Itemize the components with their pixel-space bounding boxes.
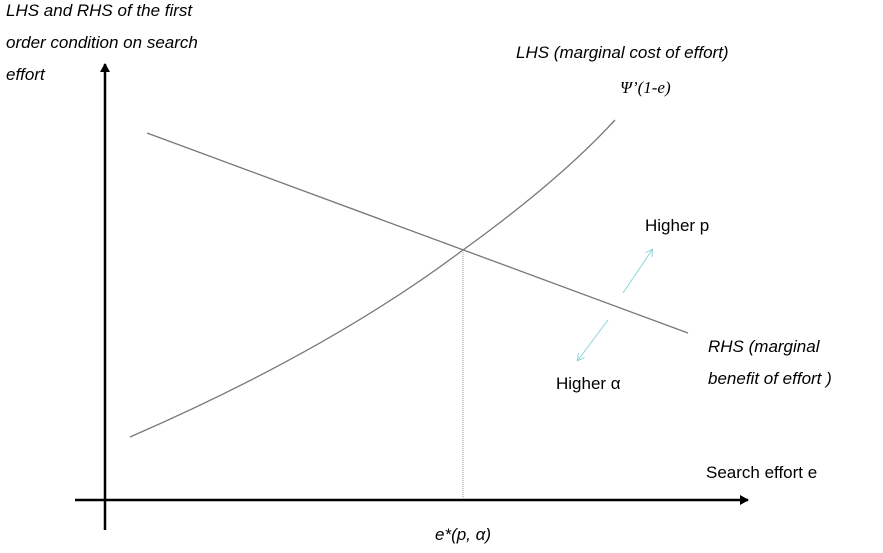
shift-arrow-down bbox=[578, 319, 609, 360]
rhs-label: RHS (marginal bbox=[708, 337, 821, 356]
rhs-label: benefit of effort ) bbox=[708, 369, 832, 388]
shift-arrow-up bbox=[622, 250, 652, 294]
shift-up-label: Higher p bbox=[645, 216, 709, 235]
x-axis-label: Search effort e bbox=[706, 463, 817, 482]
lhs-curve bbox=[129, 119, 616, 438]
lhs-label: LHS (marginal cost of effort) bbox=[516, 43, 729, 62]
rhs-curve bbox=[146, 132, 689, 334]
y-axis-label: LHS and RHS of the first bbox=[6, 1, 193, 20]
y-axis-label: effort bbox=[6, 65, 46, 84]
equilibrium-label: e*(p, α) bbox=[435, 525, 491, 544]
lhs-formula: Ψ’(1-e) bbox=[620, 78, 671, 97]
shift-down-label: Higher α bbox=[556, 374, 621, 393]
y-axis-label: order condition on search bbox=[6, 33, 198, 52]
